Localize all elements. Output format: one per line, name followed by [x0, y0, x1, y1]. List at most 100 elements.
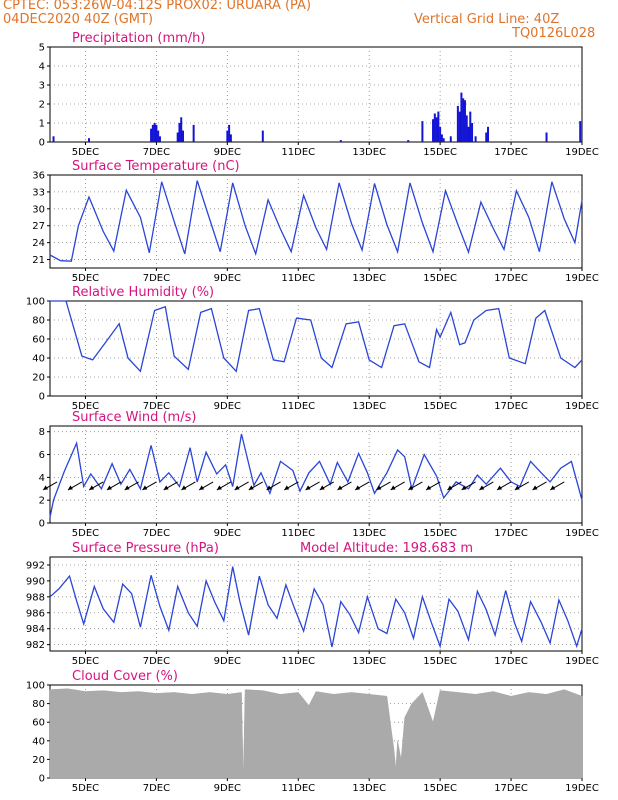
wind-arrow-head [234, 485, 240, 490]
temp-ytick-label: 36 [32, 171, 45, 182]
precip-bar [437, 111, 440, 142]
cloud-xtick-label: 15DEC [423, 783, 457, 794]
wind-ytick-label: 6 [39, 450, 45, 461]
precip-frame [49, 46, 583, 143]
precip-bar [579, 121, 582, 142]
wind-arrow-head [497, 485, 503, 490]
precip-bar [176, 132, 179, 142]
rh-frame [49, 300, 583, 397]
pressure-xtick-label: 19DEC [565, 656, 599, 667]
wind-xtick-label: 11DEC [281, 528, 315, 539]
precip-bar [432, 119, 435, 142]
precip-bar [442, 138, 445, 142]
pressure-xtick-label: 5DEC [72, 656, 99, 667]
temp-xtick-label: 19DEC [565, 273, 599, 284]
precip-bar [487, 126, 490, 142]
wind-arrow-head [355, 485, 361, 490]
precip-bar [421, 121, 424, 142]
pressure-ytick-label: 982 [26, 640, 45, 651]
cloud-ytick-label: 100 [26, 681, 45, 692]
pressure-ytick-label: 990 [26, 576, 45, 587]
wind-arrow-head [181, 485, 187, 490]
wind-arrow-head [43, 485, 49, 490]
cloud-area [49, 688, 583, 779]
wind-frame [49, 425, 583, 524]
wind-title: Surface Wind (m/s) [72, 410, 196, 425]
cloud-title: Cloud Cover (%) [72, 669, 178, 684]
precip-bar [474, 136, 477, 142]
precip-ytick-label: 1 [39, 119, 45, 130]
precip-bar [439, 126, 442, 142]
precip-xtick-label: 15DEC [423, 147, 457, 158]
temp-xtick-label: 9DEC [214, 273, 241, 284]
pressure-ytick-label: 986 [26, 608, 45, 619]
precip-bar [435, 117, 438, 142]
precip-bar [88, 138, 91, 142]
header-station: CPTEC: 053:26W-04:12S PROX02: URUARA (PA… [3, 0, 312, 13]
wind-xtick-label: 7DEC [143, 528, 170, 539]
cloud-xtick-label: 9DEC [214, 783, 241, 794]
temp-xtick-label: 17DEC [494, 273, 528, 284]
rh-xtick-label: 5DEC [72, 401, 99, 412]
wind-xtick-label: 5DEC [72, 528, 99, 539]
precip-bar [440, 134, 443, 142]
wind-arrow-head [163, 485, 169, 490]
wind-arrow-head [216, 485, 222, 490]
cloud-ytick-label: 60 [32, 718, 45, 729]
precip-xtick-label: 9DEC [214, 147, 241, 158]
precip-bar [463, 100, 466, 142]
wind-xtick-label: 13DEC [352, 528, 386, 539]
rh-title: Relative Humidity (%) [72, 285, 214, 300]
rh-xtick-label: 7DEC [143, 401, 170, 412]
precip-xtick-label: 17DEC [494, 147, 528, 158]
precip-bar [465, 115, 468, 142]
pressure-xtick-label: 13DEC [352, 656, 386, 667]
header-run-id: TQ0126L028 [512, 26, 596, 41]
cloud-xtick-label: 17DEC [494, 783, 528, 794]
temp-frame [49, 174, 583, 269]
precip-bar [471, 123, 474, 142]
wind-arrow-head [124, 485, 130, 490]
wind-arrow-head [532, 485, 538, 490]
precip-bar [192, 124, 195, 142]
temp-xtick-label: 15DEC [423, 273, 457, 284]
precip-bar [433, 113, 436, 142]
precip-bar [153, 123, 156, 142]
precip-bar [261, 130, 264, 142]
precip-bar [469, 111, 472, 142]
temp-xtick-label: 7DEC [143, 273, 170, 284]
pressure-ytick-label: 988 [26, 592, 45, 603]
temp-xtick-label: 11DEC [281, 273, 315, 284]
wind-ytick-label: 8 [39, 427, 45, 438]
wind-xtick-label: 19DEC [565, 528, 599, 539]
pressure-annotation: Model Altitude: 198.683 m [300, 541, 473, 556]
wind-arrow-head [305, 485, 311, 490]
pressure-xtick-label: 7DEC [143, 656, 170, 667]
precip-bar [407, 140, 410, 142]
wind-ytick-label: 2 [39, 496, 45, 507]
pressure-xtick-label: 11DEC [281, 656, 315, 667]
pressure-xtick-label: 17DEC [494, 656, 528, 667]
rh-xtick-label: 17DEC [494, 401, 528, 412]
precip-title: Precipitation (mm/h) [72, 31, 205, 46]
wind-arrow-head [248, 485, 254, 490]
cloud-xtick-label: 7DEC [143, 783, 170, 794]
wind-arrow-head [390, 485, 396, 490]
pressure-frame [49, 556, 583, 652]
rh-ytick-label: 80 [32, 316, 45, 327]
wind-arrow-head [319, 485, 325, 490]
temp-ytick-label: 21 [32, 255, 45, 266]
precip-ytick-label: 0 [39, 138, 45, 149]
precip-bar [545, 132, 548, 142]
wind-arrow-head [67, 485, 73, 490]
temp-xtick-label: 13DEC [352, 273, 386, 284]
wind-arrow-head [550, 485, 556, 490]
cloud-ytick-label: 0 [39, 774, 45, 785]
wind-arrow-head [514, 485, 520, 490]
pressure-ytick-label: 992 [26, 560, 45, 571]
precip-bar [458, 111, 461, 142]
pressure-xtick-label: 9DEC [214, 656, 241, 667]
cloud-xtick-label: 19DEC [565, 783, 599, 794]
wind-xtick-label: 9DEC [214, 528, 241, 539]
cloud-xtick-label: 11DEC [281, 783, 315, 794]
